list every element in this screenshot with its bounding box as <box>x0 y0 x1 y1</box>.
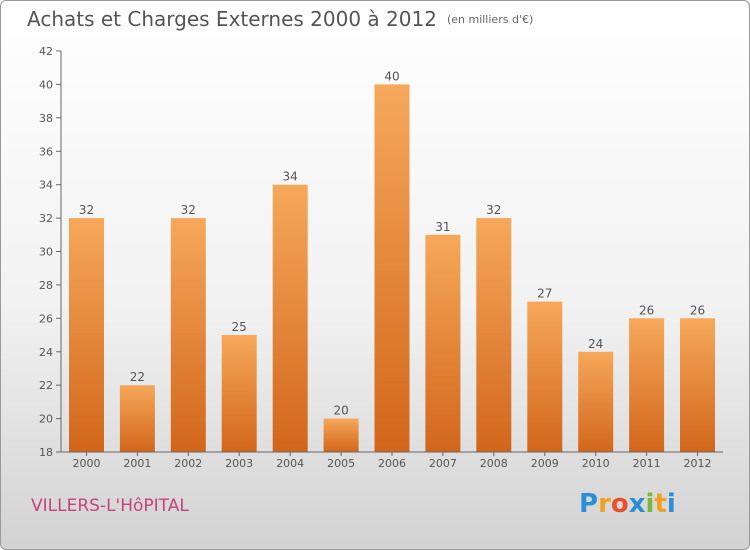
y-tick-label: 42 <box>39 45 53 58</box>
x-tick-label: 2005 <box>327 457 355 470</box>
data-labels: 32 22 32 25 34 20 40 31 32 27 24 26 26 <box>79 69 705 417</box>
y-tick-label: 26 <box>39 312 53 325</box>
x-tick-label: 2007 <box>429 457 457 470</box>
logo-letter: i <box>645 489 655 519</box>
data-label: 27 <box>537 287 552 301</box>
bar-2003 <box>221 335 257 452</box>
y-tick-label: 28 <box>39 279 53 292</box>
x-axis: 2000 2001 2002 2003 2004 2005 2006 2007 2008 2009… <box>61 451 723 470</box>
data-label: 20 <box>333 404 348 418</box>
data-label: 22 <box>130 370 145 384</box>
x-tick-label: 2004 <box>276 457 304 470</box>
data-label: 32 <box>79 203 94 217</box>
bar-2009 <box>527 301 563 452</box>
y-axis: 18 20 22 24 26 28 30 32 34 36 38 40 42 <box>39 45 62 459</box>
bar-2010 <box>578 351 614 453</box>
y-tick-label: 34 <box>39 179 53 192</box>
chart-title: Achats et Charges Externes 2000 à 2012 (e… <box>27 7 533 31</box>
x-tick-label: 2006 <box>378 457 406 470</box>
logo-letter: x <box>628 489 646 519</box>
data-label: 40 <box>384 69 399 83</box>
x-tick-label: 2001 <box>123 457 151 470</box>
data-label: 32 <box>486 203 501 217</box>
x-tick-label: 2003 <box>225 457 253 470</box>
x-tick-label: 2011 <box>633 457 661 470</box>
y-tick-label: 18 <box>39 446 53 459</box>
bar-2000 <box>69 218 104 452</box>
bar-2006 <box>374 84 410 453</box>
y-tick-label: 30 <box>39 246 53 259</box>
town-name: VILLERS-L'HôPITAL <box>31 496 189 516</box>
bar-2012 <box>680 318 715 452</box>
data-label: 32 <box>181 203 196 217</box>
x-tick-label: 2010 <box>582 457 610 470</box>
y-tick-label: 22 <box>39 379 53 392</box>
y-tick-label: 24 <box>39 346 53 359</box>
x-tick-label: 2008 <box>480 457 508 470</box>
data-label: 24 <box>588 337 603 351</box>
x-tick-label: 2002 <box>174 457 202 470</box>
x-tick-label: 2012 <box>684 457 712 470</box>
proxiti-logo: Proxiti <box>579 489 676 519</box>
bar-2008 <box>476 218 512 452</box>
logo-letter: t <box>654 489 667 519</box>
y-tick-label: 20 <box>39 413 53 426</box>
bar-2004 <box>272 184 308 452</box>
y-tick-label: 40 <box>39 78 53 91</box>
y-tick-label: 38 <box>39 112 53 125</box>
bars-group <box>69 84 715 453</box>
data-label: 25 <box>232 320 247 334</box>
data-label: 31 <box>435 220 450 234</box>
logo-letter: P <box>579 489 599 519</box>
logo-letter: r <box>598 489 611 519</box>
logo-letter: i <box>666 489 676 519</box>
bar-2011 <box>629 318 665 452</box>
y-tick-label: 32 <box>39 212 53 225</box>
bar-2005 <box>323 418 359 452</box>
x-tick-label: 2009 <box>531 457 559 470</box>
title-text: Achats et Charges Externes 2000 à 2012 <box>27 7 437 31</box>
logo-letter: o <box>610 489 629 519</box>
y-tick-label: 36 <box>39 145 53 158</box>
bar-2001 <box>119 385 155 452</box>
x-tick-label: 2000 <box>73 457 101 470</box>
bar-2002 <box>170 218 206 452</box>
data-label: 26 <box>639 303 654 317</box>
bar-2007 <box>425 234 461 452</box>
data-label: 26 <box>690 303 705 317</box>
data-label: 34 <box>283 170 298 184</box>
unit-label: (en milliers d'€) <box>446 13 534 26</box>
